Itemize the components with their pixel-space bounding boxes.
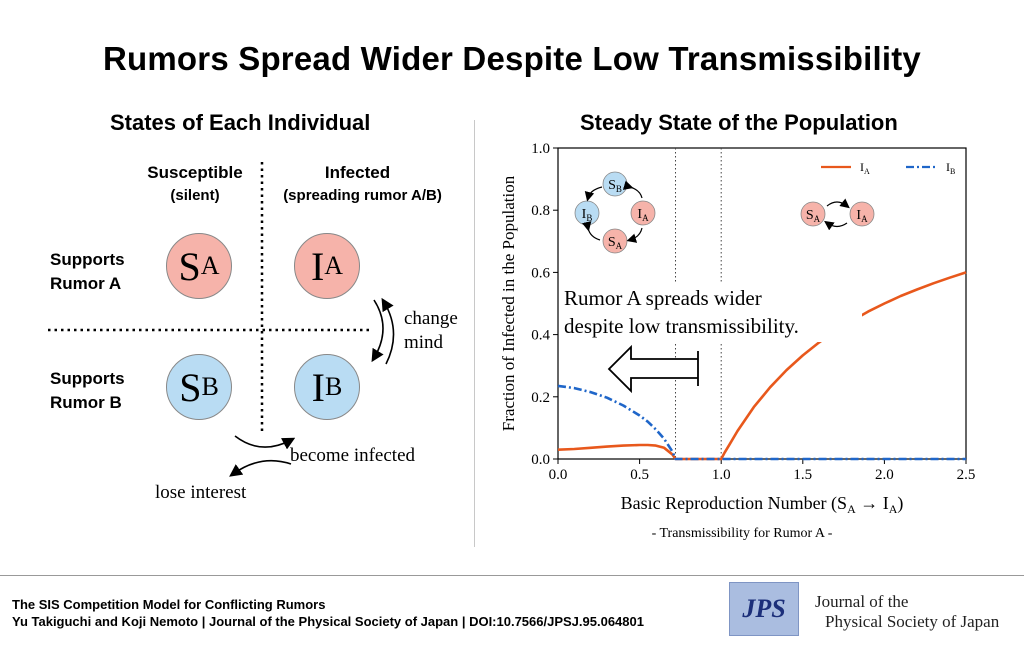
col-subheader-infected: (spreading rumor A/B): [283, 187, 442, 204]
row-label-rumor-a: Supports Rumor A: [50, 248, 125, 296]
steady-state-chart: 0.0 0.5 1.0 1.5 2.0 2.5 0.0 0.2 0.4 0.6 0.8 1.0 Fra…: [499, 141, 976, 541]
jps-logo-text: JPS: [742, 594, 786, 623]
x-tick-label: 1.5: [793, 467, 812, 483]
panel-separator: [474, 120, 475, 547]
state-ib-sub: B: [324, 372, 343, 401]
inset2-right-state: IA: [856, 208, 868, 224]
row-label-rumor-b-line2: Rumor B: [50, 393, 122, 412]
col-subheader-susceptible: (silent): [170, 187, 220, 204]
lose-interest-label: lose interest: [155, 482, 247, 503]
inset-left-state: IB: [582, 207, 593, 223]
row-label-rumor-a-line1: Supports: [50, 250, 125, 269]
inset-bottom-state: SA: [608, 235, 623, 251]
annotation: Rumor A spreads wider despite low transm…: [562, 282, 862, 394]
state-sa-label: S: [178, 243, 201, 289]
x-tick-label: 1.0: [712, 467, 731, 483]
inset-top-state: SB: [608, 178, 622, 194]
x-tick-label: 0.0: [549, 467, 568, 483]
series-line-i-b: [557, 384, 966, 461]
state-ib-label: I: [311, 364, 325, 410]
series-line-i-a: [557, 271, 967, 461]
col-header-susceptible: Susceptible: [147, 163, 243, 182]
y-tick-label: 0.4: [531, 328, 550, 344]
legend-ia-label: IA: [860, 160, 870, 176]
inset-two-state-cycle: SA IA: [800, 198, 875, 231]
infection-cycle-arrows-icon: [229, 435, 296, 477]
x-tick-label: 0.5: [630, 467, 649, 483]
x-axis-label: Basic Reproduction Number (SA → IA): [621, 493, 904, 516]
become-infected-label: become infected: [290, 445, 416, 466]
legend-ib-label: IB: [946, 160, 955, 176]
page-title: Rumors Spread Wider Despite Low Transmis…: [102, 40, 921, 77]
annotation-background: [562, 282, 862, 342]
y-tick-label: 0.2: [531, 390, 550, 406]
state-ia-sub: A: [324, 251, 344, 280]
col-header-infected: Infected: [324, 163, 391, 182]
y-tick-label: 1.0: [531, 141, 550, 157]
y-tick-label: 0.6: [531, 265, 550, 281]
y-tick-label: 0.8: [531, 203, 550, 219]
row-label-rumor-a-line2: Rumor A: [50, 274, 122, 293]
inset2-left-state: SA: [806, 208, 821, 224]
y-tick-label: 0.0: [531, 452, 550, 468]
inset-four-state-cycle: SB IB IA SA: [574, 171, 656, 254]
annotation-line1: Rumor A spreads wider: [564, 286, 762, 310]
journal-name-line1: Journal of the: [815, 592, 909, 611]
change-mind-arrows-icon: [371, 297, 395, 365]
state-sb-sub: B: [201, 372, 219, 401]
chart-legend: IA IB: [821, 160, 955, 176]
state-grid-dividers: [48, 162, 370, 435]
left-arrow-icon: [607, 344, 699, 394]
right-panel-title: Steady State of the Population: [580, 110, 898, 135]
state-sa-sub: A: [200, 251, 220, 280]
left-panel-title: States of Each Individual: [110, 110, 371, 135]
change-mind-label-1: change: [404, 308, 458, 329]
y-axis-label: Fraction of Infected in the Population: [499, 175, 518, 431]
x-tick-label: 2.0: [875, 467, 894, 483]
state-sb-label: S: [179, 364, 202, 410]
footer-divider: [0, 575, 1024, 576]
x-tick-label: 2.5: [957, 467, 976, 483]
annotation-line2: despite low transmissibility.: [564, 314, 799, 338]
x-axis-subtitle: - Transmissibility for Rumor A -: [652, 526, 833, 541]
row-label-rumor-b: Supports Rumor B: [50, 367, 125, 415]
citation-title: The SIS Competition Model for Conflictin…: [12, 597, 326, 612]
row-label-rumor-b-line1: Supports: [50, 369, 125, 388]
jps-logo: JPS: [729, 582, 799, 636]
change-mind-label-2: mind: [404, 332, 444, 353]
state-ia-label: I: [310, 243, 325, 289]
inset-right-state: IA: [637, 207, 649, 223]
journal-name-line2: Physical Society of Japan: [825, 612, 1000, 631]
citation-authors: Yu Takiguchi and Koji Nemoto | Journal o…: [12, 614, 644, 629]
